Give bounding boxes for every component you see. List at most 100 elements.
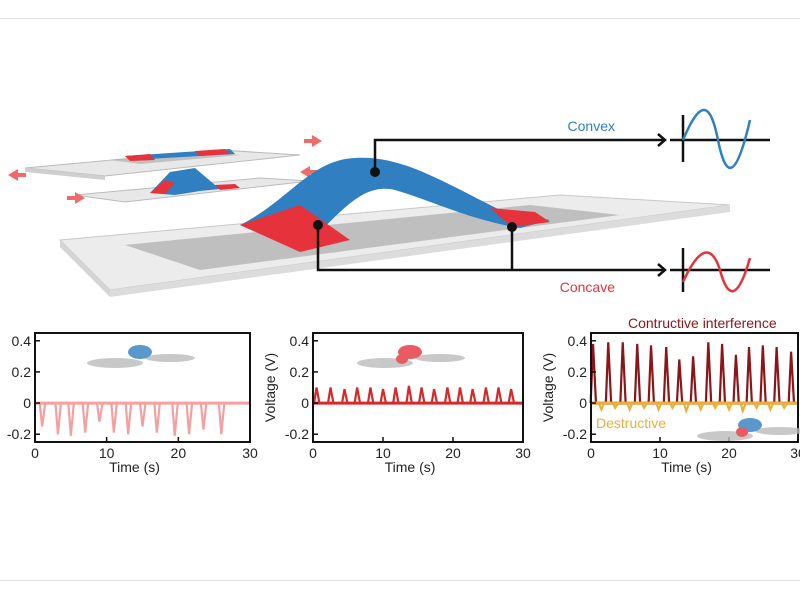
pulse-point — [745, 346, 754, 404]
pulse-point — [725, 402, 733, 413]
pulse-point — [199, 402, 208, 430]
pulse-point — [138, 402, 147, 427]
pulse-point — [124, 402, 133, 435]
pulse-point — [718, 343, 727, 404]
concave-label: Concave — [560, 279, 615, 295]
y-tick-label: 0.2 — [568, 364, 588, 380]
pulse-point — [753, 402, 761, 410]
series-2 — [591, 401, 798, 415]
convex-label: Convex — [568, 118, 615, 134]
y-tick-label: 0 — [579, 395, 587, 411]
device-inset-icon — [357, 345, 465, 368]
x-axis-label: Time (s) — [385, 459, 436, 475]
pulse-point — [81, 402, 90, 433]
y-tick-label: -0.2 — [285, 426, 309, 442]
pulse-point — [110, 402, 118, 433]
x-tick-label: 30 — [790, 445, 800, 461]
x-tick-label: 20 — [721, 445, 737, 461]
small-device-flat — [24, 149, 301, 180]
pulse-point — [67, 402, 75, 436]
x-tick-label: 0 — [31, 445, 39, 461]
pulse-point — [379, 388, 388, 404]
constructive-label: Contructive interference — [628, 315, 777, 331]
x-tick-label: 10 — [652, 445, 668, 461]
pulse-point — [689, 356, 698, 404]
x-axis-label: Time (s) — [109, 459, 160, 475]
x-tick-label: 30 — [515, 445, 531, 461]
y-tick-label: 0 — [23, 395, 31, 411]
pulse-point — [494, 387, 503, 404]
pulse-point — [38, 402, 47, 427]
pulse-point — [766, 402, 775, 413]
pulse-point — [711, 402, 720, 410]
y-tick-label: -0.2 — [7, 426, 31, 442]
pulse-point — [482, 387, 490, 404]
device-diagram: Convex Concave — [8, 108, 770, 297]
pulse-point — [507, 388, 516, 404]
pulse-point — [647, 345, 656, 404]
x-axis-label: Time (s) — [661, 459, 712, 475]
y-axis-label: Voltage (V) — [540, 353, 556, 422]
series-1 — [35, 401, 250, 436]
x-tick-label: 30 — [242, 445, 258, 461]
pulse-point — [312, 387, 321, 404]
pulse-point — [704, 342, 713, 404]
y-tick-label: -0.2 — [563, 426, 587, 442]
x-tick-label: 20 — [445, 445, 461, 461]
pulse-point — [469, 388, 477, 404]
pulse-point — [732, 354, 740, 404]
device-inset-icon — [87, 345, 195, 368]
pulse-point — [697, 402, 705, 413]
x-tick-label: 20 — [171, 445, 187, 461]
plot-frame — [34, 332, 251, 443]
pulse-point — [655, 402, 663, 413]
y-tick-label: 0 — [301, 395, 309, 411]
pulse-point — [456, 387, 465, 404]
x-tick-label: 10 — [375, 445, 391, 461]
pulse-point — [392, 387, 400, 404]
destructive-label: Destructive — [596, 415, 666, 431]
concave-waveform-icon — [670, 248, 770, 293]
pulse-point — [353, 387, 362, 404]
pulse-point — [153, 402, 161, 433]
pulse-point — [185, 402, 194, 435]
leader-lines — [316, 133, 667, 277]
x-tick-label: 0 — [309, 445, 317, 461]
pulse-point — [95, 402, 104, 422]
pulse-point — [739, 402, 747, 415]
pulse-point — [675, 359, 684, 404]
pulse-point — [417, 387, 426, 404]
pulse-point — [54, 402, 63, 435]
x-tick-label: 10 — [99, 445, 115, 461]
large-device — [58, 157, 731, 297]
y-axis-label: Voltage (V) — [262, 353, 278, 422]
y-tick-label: 0.4 — [290, 333, 310, 349]
pulse-point — [366, 387, 375, 404]
pulse-point — [780, 402, 789, 410]
pulse-point — [171, 402, 179, 436]
pulse-point — [669, 402, 677, 410]
pulse-point — [626, 402, 634, 413]
device-inset-icon — [697, 418, 800, 441]
pulse-point — [759, 345, 767, 404]
pulse-point — [597, 402, 606, 413]
series-1 — [312, 385, 523, 405]
pulse-point — [633, 343, 642, 404]
pulse-point — [787, 351, 796, 404]
y-tick-label: 0.2 — [12, 364, 32, 380]
pulse-point — [662, 346, 671, 404]
pulse-point — [773, 346, 781, 404]
frame-bottom-border — [0, 580, 800, 581]
small-device-bent — [74, 168, 311, 203]
y-tick-label: 0.4 — [12, 333, 32, 349]
pulse-point — [443, 387, 452, 404]
plot-frame — [312, 332, 524, 443]
plot-frame — [590, 332, 799, 443]
pulse-point — [619, 342, 627, 404]
x-tick-label: 0 — [587, 445, 595, 461]
pulse-point — [340, 388, 349, 404]
pulse-point — [682, 402, 691, 415]
series-1 — [589, 342, 798, 405]
